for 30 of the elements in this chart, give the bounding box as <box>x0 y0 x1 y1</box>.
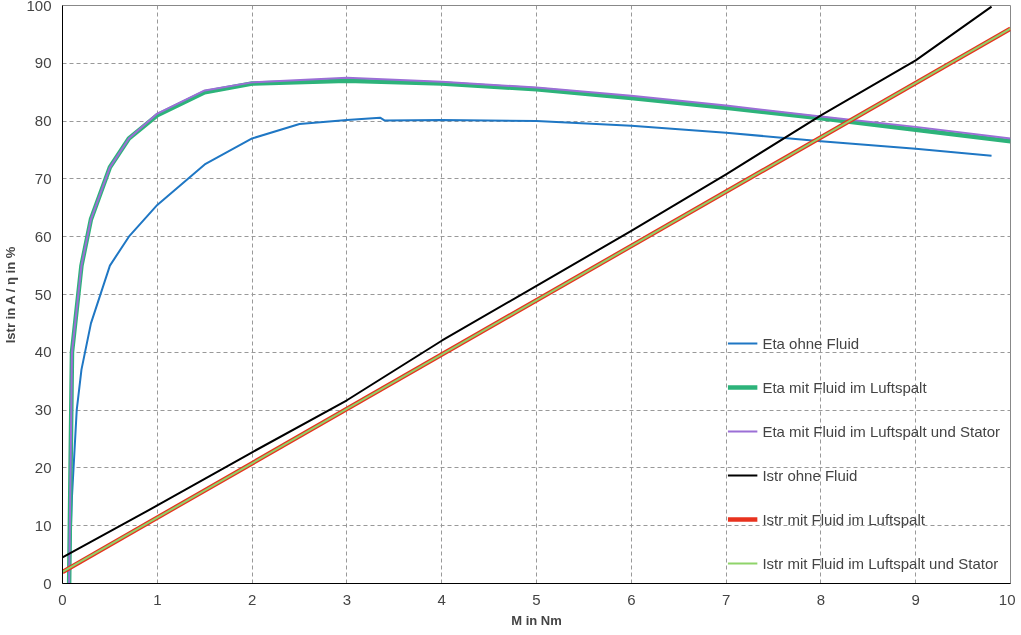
x-tick-label: 2 <box>247 590 257 608</box>
legend-label: Eta ohne Fluid <box>762 334 860 352</box>
x-tick-label: 5 <box>532 590 541 608</box>
x-tick-label: 7 <box>721 590 731 608</box>
y-tick-label: 10 <box>34 516 52 534</box>
y-tick-label: 80 <box>34 112 52 130</box>
x-tick-label: 10 <box>998 590 1016 608</box>
y-tick-label: 90 <box>34 54 52 72</box>
legend-label: Istr mit Fluid im Luftspalt <box>762 510 925 528</box>
y-axis-title: Istr in A / η in % <box>3 246 19 344</box>
legend-label: Istr ohne Fluid <box>762 466 858 484</box>
x-tick-label: 1 <box>153 590 162 608</box>
legend-label: Eta mit Fluid im Luftspalt <box>762 378 927 396</box>
y-tick-label: 30 <box>34 401 52 419</box>
x-tick-label: 3 <box>342 590 352 608</box>
x-tick-label: 9 <box>911 590 920 608</box>
y-tick-label: 20 <box>34 458 52 476</box>
x-axis-title: M in Nm <box>511 612 562 628</box>
y-tick-label: 50 <box>34 285 52 303</box>
x-tick-label: 0 <box>58 590 67 608</box>
y-tick-label: 0 <box>43 574 52 592</box>
legend-label: Eta mit Fluid im Luftspalt und Stator <box>762 422 1000 440</box>
x-tick-label: 6 <box>627 590 636 608</box>
legend-label: Istr mit Fluid im Luftspalt und Stator <box>762 554 999 572</box>
y-tick-label: 60 <box>34 227 52 245</box>
y-tick-label: 70 <box>34 169 52 187</box>
x-tick-label: 8 <box>816 590 826 608</box>
y-tick-label: 40 <box>34 343 52 361</box>
y-tick-label: 100 <box>26 0 52 14</box>
x-tick-label: 4 <box>437 590 446 608</box>
